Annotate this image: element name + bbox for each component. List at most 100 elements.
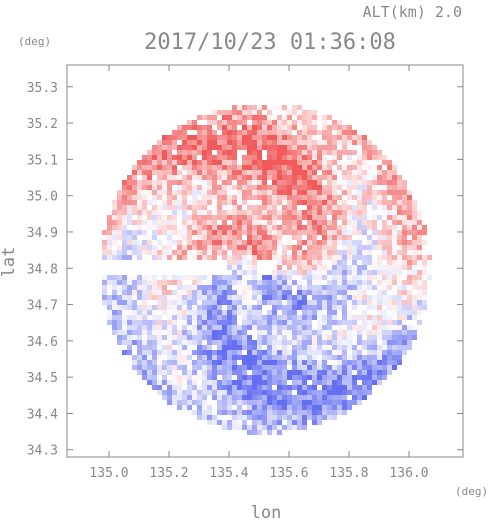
velocity-cell <box>382 370 387 375</box>
velocity-cell <box>147 210 152 215</box>
velocity-cell <box>197 305 202 310</box>
velocity-cell <box>137 340 142 345</box>
velocity-cell <box>287 300 292 305</box>
velocity-cell <box>392 200 397 205</box>
velocity-cell <box>397 295 402 300</box>
velocity-cell <box>252 315 257 320</box>
velocity-cell <box>287 395 292 400</box>
velocity-cell <box>407 220 412 225</box>
velocity-cell <box>257 325 262 330</box>
velocity-cell <box>152 165 157 170</box>
velocity-cell <box>257 345 262 350</box>
velocity-cell <box>277 135 282 140</box>
velocity-cell <box>232 415 237 420</box>
velocity-cell <box>337 340 342 345</box>
velocity-cell <box>257 285 262 290</box>
velocity-cell <box>287 320 292 325</box>
velocity-cell <box>307 215 312 220</box>
velocity-cell <box>342 360 347 365</box>
velocity-cell <box>252 310 257 315</box>
velocity-cell <box>292 245 297 250</box>
velocity-cell <box>387 285 392 290</box>
velocity-cell <box>337 400 342 405</box>
velocity-cell <box>387 330 392 335</box>
velocity-cell <box>387 180 392 185</box>
velocity-cell <box>242 370 247 375</box>
velocity-cell <box>267 395 272 400</box>
velocity-cell <box>297 335 302 340</box>
velocity-cell <box>317 395 322 400</box>
velocity-cell <box>327 135 332 140</box>
velocity-cell <box>297 200 302 205</box>
velocity-cell <box>337 165 342 170</box>
velocity-cell <box>162 230 167 235</box>
velocity-cell <box>377 205 382 210</box>
velocity-cell <box>407 310 412 315</box>
velocity-cell <box>337 230 342 235</box>
velocity-cell <box>347 385 352 390</box>
velocity-cell <box>147 220 152 225</box>
velocity-cell <box>207 235 212 240</box>
velocity-cell <box>357 200 362 205</box>
velocity-cell <box>247 130 252 135</box>
velocity-cell <box>252 115 257 120</box>
velocity-cell <box>327 165 332 170</box>
velocity-cell <box>277 385 282 390</box>
velocity-cell <box>187 305 192 310</box>
velocity-cell <box>392 165 397 170</box>
velocity-cell <box>377 215 382 220</box>
velocity-cell <box>182 255 187 260</box>
velocity-cell <box>177 285 182 290</box>
velocity-cell <box>122 350 127 355</box>
velocity-cell <box>152 385 157 390</box>
velocity-cell <box>247 360 252 365</box>
velocity-cell <box>297 345 302 350</box>
velocity-cell <box>282 220 287 225</box>
velocity-cell <box>307 170 312 175</box>
velocity-cell <box>292 250 297 255</box>
velocity-cell <box>122 235 127 240</box>
velocity-cell <box>187 150 192 155</box>
velocity-cell <box>267 275 272 280</box>
velocity-cell <box>312 270 317 275</box>
velocity-cell <box>227 160 232 165</box>
velocity-cell <box>187 255 192 260</box>
velocity-cell <box>267 325 272 330</box>
velocity-cell <box>282 270 287 275</box>
velocity-cell <box>162 285 167 290</box>
velocity-cell <box>122 285 127 290</box>
velocity-cell <box>237 225 242 230</box>
velocity-cell <box>372 285 377 290</box>
velocity-cell <box>247 185 252 190</box>
velocity-cell <box>332 235 337 240</box>
velocity-cell <box>247 245 252 250</box>
velocity-cell <box>132 190 137 195</box>
velocity-cell <box>207 230 212 235</box>
velocity-cell <box>292 410 297 415</box>
velocity-cell <box>397 290 402 295</box>
velocity-cell <box>212 300 217 305</box>
velocity-cell <box>342 370 347 375</box>
velocity-cell <box>217 275 222 280</box>
velocity-cell <box>257 210 262 215</box>
velocity-cell <box>227 230 232 235</box>
velocity-cell <box>277 430 282 435</box>
velocity-cell <box>252 360 257 365</box>
velocity-cell <box>332 315 337 320</box>
velocity-cell <box>132 175 137 180</box>
velocity-cell <box>187 170 192 175</box>
velocity-cell <box>147 345 152 350</box>
velocity-cell <box>117 340 122 345</box>
velocity-cell <box>222 205 227 210</box>
velocity-cell <box>367 250 372 255</box>
velocity-cell <box>252 420 257 425</box>
velocity-cell <box>152 380 157 385</box>
velocity-cell <box>132 180 137 185</box>
velocity-cell <box>282 105 287 110</box>
velocity-cell <box>337 295 342 300</box>
velocity-cell <box>412 235 417 240</box>
velocity-cell <box>332 160 337 165</box>
velocity-cell <box>422 300 427 305</box>
velocity-cell <box>347 215 352 220</box>
velocity-cell <box>272 235 277 240</box>
